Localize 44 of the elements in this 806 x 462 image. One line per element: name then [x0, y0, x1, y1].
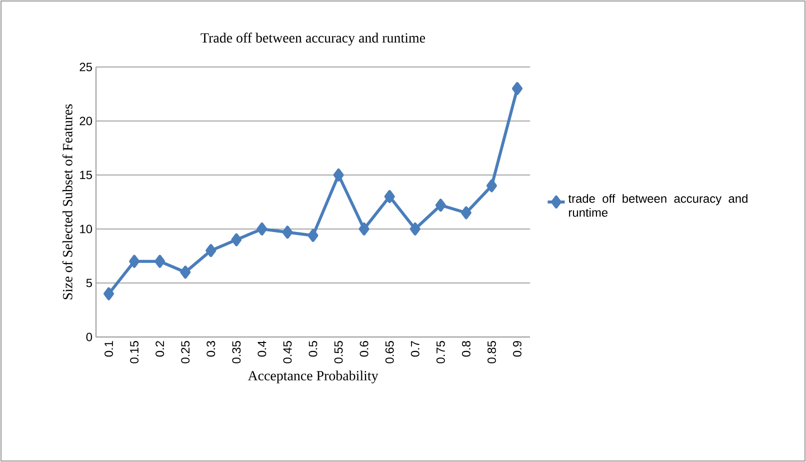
- point: [282, 226, 293, 239]
- x-tick-label: 0.4: [258, 340, 266, 357]
- chart-title: Trade off between accuracy and runtime: [200, 32, 426, 46]
- x-tick-label: 0.9: [513, 341, 522, 357]
- point: [308, 228, 318, 242]
- x-tick-label: 0.7: [410, 341, 420, 357]
- x-tick-label: 0.85: [487, 341, 496, 364]
- x-tick-label: 0.45: [283, 341, 292, 364]
- point: [435, 198, 446, 212]
- x-tick-label: 0.35: [232, 341, 241, 364]
- point: [333, 168, 344, 182]
- x-tick-label: 0.15: [130, 341, 139, 364]
- point: [129, 254, 140, 268]
- x-tick-label: 0.3: [206, 341, 216, 357]
- y-axis-title: Size of Selected Subset of Features: [62, 104, 72, 300]
- x-tick-label: 0.55: [334, 341, 343, 364]
- y-tick-label: 20: [80, 116, 92, 126]
- y-tick-label: 5: [86, 278, 92, 288]
- x-tick-label: 0.6: [360, 341, 368, 357]
- y-tick-label: 0: [86, 332, 92, 342]
- point: [410, 222, 420, 236]
- point: [231, 233, 242, 246]
- y-tick-label: 15: [80, 170, 92, 180]
- point: [384, 190, 395, 204]
- x-tick-label: 0.25: [181, 341, 190, 364]
- point: [256, 222, 268, 236]
- x-axis-title: Acceptance Probability: [248, 370, 378, 384]
- y-tick-label: 25: [80, 62, 92, 72]
- point: [104, 287, 114, 300]
- point: [486, 179, 497, 192]
- point: [206, 244, 216, 258]
- point: [154, 254, 166, 268]
- x-tick-label: 0.8: [462, 341, 470, 357]
- point: [180, 266, 191, 279]
- legend-label: trade off between accuracy and runtime: [568, 194, 748, 217]
- x-tick-label: 0.65: [385, 341, 394, 364]
- point: [358, 222, 370, 236]
- x-tick-label: 0.2: [156, 341, 164, 357]
- y-tick-label: 10: [80, 224, 92, 234]
- point: [512, 82, 522, 96]
- x-tick-label: 0.1: [104, 341, 113, 357]
- point: [460, 206, 472, 220]
- x-tick-label: 0.75: [436, 341, 445, 364]
- x-tick-label: 0.5: [308, 341, 318, 357]
